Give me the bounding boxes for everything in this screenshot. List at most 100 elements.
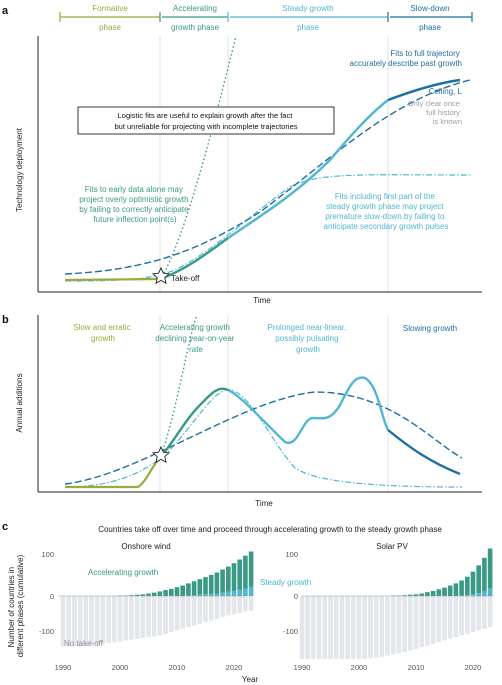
solar-bar-no-takeoff <box>396 596 402 654</box>
wind-bar-steady <box>191 595 197 596</box>
note-partial-fit-line: Fits including first part of the <box>335 192 436 201</box>
note-linear: Prolonged near-linear, possibly pulsatin… <box>268 323 349 354</box>
note-accel-line: declining year-on-year <box>155 334 234 343</box>
b-early-fit-curve <box>159 314 198 459</box>
solar-bar-steady <box>465 595 470 596</box>
xtick-1990-solar: 1990 <box>294 663 311 672</box>
xtick-2010-solar: 2010 <box>408 663 425 672</box>
note-slow-line: Slow and erratic <box>73 323 130 332</box>
wind-bar-accelerating <box>140 594 146 596</box>
wind-bar-no-takeoff <box>72 596 77 647</box>
wind-bar-accelerating <box>169 588 174 596</box>
wind-bar-no-takeoff <box>191 596 197 626</box>
ytick-100-solar: 100 <box>285 550 298 559</box>
boxed-note-line: Logistic fits are useful to explain grow… <box>118 111 294 120</box>
wind-bar-no-takeoff <box>248 596 254 611</box>
wind-bar-no-takeoff <box>220 596 225 617</box>
solar-bar-accelerating <box>425 592 430 596</box>
note-full-fit-line: Fits to full trajectory <box>390 49 459 58</box>
wind-bar-no-takeoff <box>89 596 94 646</box>
solar-bar-no-takeoff <box>390 596 396 655</box>
note-accel-line: Accelerating growth <box>160 323 230 332</box>
note-only-clear-line: full history <box>426 108 460 117</box>
xtick-2000-solar: 2000 <box>351 663 368 672</box>
solar-bar-accelerating <box>470 571 476 595</box>
note-only-clear-line: is known <box>433 117 462 126</box>
ceiling-label: Ceiling, L <box>429 87 463 96</box>
solar-bar-no-takeoff <box>408 596 413 651</box>
solar-bar-no-takeoff <box>362 596 367 659</box>
wind-bar-no-takeoff <box>214 596 220 619</box>
xtick-2020-solar: 2020 <box>465 663 482 672</box>
note-early-fit-line: future inflection point(s) <box>93 215 176 224</box>
wind-bar-steady <box>237 589 242 596</box>
wind-bar-steady <box>248 586 254 596</box>
wind-bar-no-takeoff <box>66 596 71 647</box>
wind-bar-no-takeoff <box>203 596 208 622</box>
label-steady: Steady growth <box>260 578 311 587</box>
wind-bar-accelerating <box>248 551 254 587</box>
panel-b-xlabel: Time <box>255 499 273 508</box>
wind-bar-accelerating <box>208 575 214 594</box>
note-only-clear-line: Only clear once <box>408 99 460 108</box>
wind-bar-steady <box>231 591 237 596</box>
solar-bar-accelerating <box>430 591 436 596</box>
panel-a-ylabel: Technology deployment <box>15 127 24 212</box>
solar-bar-no-takeoff <box>459 596 464 636</box>
solar-bar-steady <box>476 593 481 596</box>
phase-formative-sub: phase <box>99 23 121 32</box>
xtick-1990: 1990 <box>55 663 72 672</box>
phase-slow-sub: phase <box>419 23 441 32</box>
solar-bar-accelerating <box>442 587 447 596</box>
wind-bar-accelerating <box>180 585 185 596</box>
full-fit-curve <box>64 79 471 275</box>
wind-bar-no-takeoff <box>140 596 146 638</box>
solar-bar-accelerating <box>487 548 493 589</box>
wind-bar-accelerating <box>197 579 203 595</box>
note-linear-line: possibly pulsating <box>275 334 338 343</box>
solar-bar-no-takeoff <box>373 596 379 658</box>
ytick-neg100-solar: -100 <box>283 627 298 636</box>
note-slow: Slow and erratic growth <box>73 323 133 343</box>
wind-bar-no-takeoff <box>100 596 106 644</box>
wind-bar-accelerating <box>186 583 191 596</box>
solar-bar-no-takeoff <box>453 596 459 638</box>
solar-bar-no-takeoff <box>328 596 333 659</box>
trajectory-formative <box>64 277 161 282</box>
panel-c-ylabel-line: Number of countries in <box>7 567 16 647</box>
boxed-note: Logistic fits are useful to explain grow… <box>114 111 297 131</box>
panel-c-title: Countries take off over time and proceed… <box>98 525 442 534</box>
note-full-fit: Fits to full trajectory accurately descr… <box>350 49 463 68</box>
solar-bar-accelerating <box>447 585 453 596</box>
wind-bar-accelerating <box>157 591 163 596</box>
note-early-fit: Fits to early data alone may project ove… <box>79 185 191 224</box>
trajectory-slowdown <box>387 78 461 102</box>
solar-bar-no-takeoff <box>470 596 476 633</box>
boxed-note-frame <box>77 106 335 135</box>
panel-c-ylabel-line: different phases (cumulative) <box>16 554 25 657</box>
note-slow-line: growth <box>91 334 115 343</box>
note-partial-fit-line: anticipate secondary growth pulses <box>324 222 449 231</box>
solar-bar-no-takeoff <box>430 596 436 644</box>
solar-bar-no-takeoff <box>442 596 447 641</box>
b-trajectory-slowdown <box>387 429 461 476</box>
wind-bar-steady <box>243 588 248 596</box>
wind-bar-accelerating <box>151 592 157 596</box>
solar-bar-no-takeoff <box>311 596 316 659</box>
trajectory-steady <box>227 99 389 239</box>
panel-b-ylabel: Annual additions <box>15 373 24 432</box>
b-partial-fit-curve <box>64 389 463 488</box>
label-no-takeoff: No take-off <box>64 639 104 648</box>
takeoff-label: Take-off <box>171 274 200 283</box>
solar-bar-no-takeoff <box>425 596 430 646</box>
wind-bar-no-takeoff <box>226 596 231 616</box>
solar-bar-accelerating <box>482 557 487 592</box>
wind-bar-steady <box>220 592 225 596</box>
solar-bars <box>299 548 493 659</box>
solar-bar-no-takeoff <box>476 596 481 631</box>
wind-bar-no-takeoff <box>163 596 168 634</box>
note-partial-fit-line: premature slow-down by failing to <box>325 212 445 221</box>
wind-bar-accelerating <box>226 566 231 592</box>
wind-bar-accelerating <box>129 595 134 596</box>
